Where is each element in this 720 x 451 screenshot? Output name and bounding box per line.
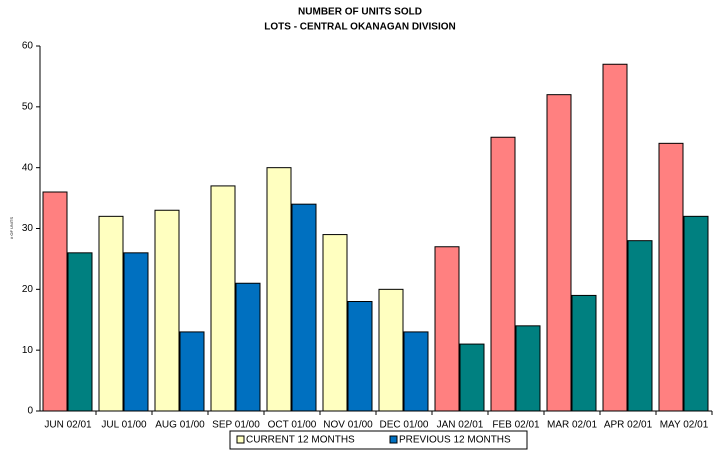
bar xyxy=(123,252,149,412)
x-tick-label: OCT 01/00 xyxy=(268,420,317,431)
x-tick-label: AUG 01/00 xyxy=(155,420,205,431)
bar xyxy=(683,215,709,412)
x-tick-label: JUN 02/01 xyxy=(44,420,92,431)
legend-swatch xyxy=(236,435,245,444)
bar xyxy=(602,63,628,412)
y-tick-label: 60 xyxy=(22,41,34,52)
bar xyxy=(515,325,541,412)
bar xyxy=(403,331,429,412)
bar xyxy=(658,142,684,412)
x-tick-label: JAN 02/01 xyxy=(437,420,484,431)
x-tick-label: DEC 01/00 xyxy=(380,420,429,431)
bar xyxy=(154,209,180,412)
bar xyxy=(546,94,572,412)
bar xyxy=(434,246,460,412)
bar xyxy=(179,331,205,412)
legend-box xyxy=(229,430,528,450)
x-tick-label: SEP 01/00 xyxy=(212,420,260,431)
bar xyxy=(266,167,292,412)
bar xyxy=(571,294,597,412)
y-tick-label: 10 xyxy=(22,345,34,356)
x-tick-label: APR 02/01 xyxy=(604,420,653,431)
bar xyxy=(291,203,317,412)
x-tick-label: JUL 01/00 xyxy=(101,420,147,431)
x-tick-label: NOV 01/00 xyxy=(323,420,373,431)
y-tick-label: 40 xyxy=(22,162,34,173)
bar xyxy=(98,215,124,412)
bar xyxy=(42,191,68,412)
y-tick-label: 0 xyxy=(27,406,33,417)
legend-label: PREVIOUS 12 MONTHS xyxy=(399,435,511,446)
x-tick-label: FEB 02/01 xyxy=(492,420,540,431)
x-tick-label: MAR 02/01 xyxy=(547,420,597,431)
bar xyxy=(67,252,93,412)
bar xyxy=(378,288,404,412)
bar xyxy=(347,301,373,412)
legend-swatch xyxy=(389,435,398,444)
x-tick-label: MAY 02/01 xyxy=(660,420,709,431)
legend-label: CURRENT 12 MONTHS xyxy=(246,435,355,446)
bar xyxy=(459,343,485,412)
chart-title: NUMBER OF UNITS SOLD xyxy=(298,7,422,18)
bar xyxy=(235,282,261,412)
bar xyxy=(210,185,236,412)
y-tick-label: 20 xyxy=(22,284,34,295)
bar xyxy=(322,234,348,412)
bar xyxy=(627,240,653,412)
y-axis-label: # OF UNITS xyxy=(9,217,14,239)
y-tick-label: 50 xyxy=(22,101,34,112)
bar xyxy=(490,136,516,412)
chart-subtitle: LOTS - CENTRAL OKANAGAN DIVISION xyxy=(264,22,455,33)
y-tick-label: 30 xyxy=(22,223,34,234)
